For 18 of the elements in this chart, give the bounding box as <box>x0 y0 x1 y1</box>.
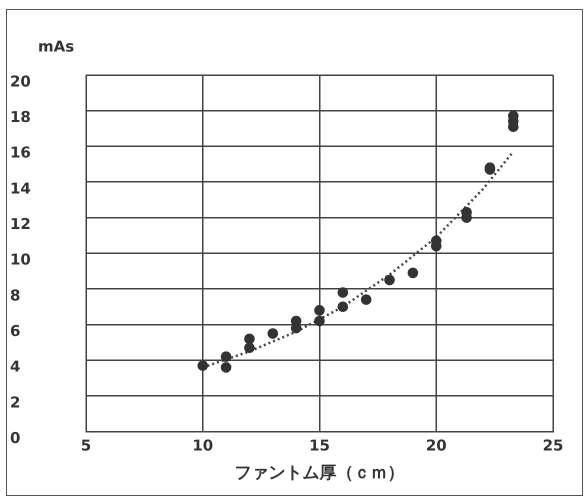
y-tick-label: 16 <box>10 144 31 162</box>
x-tick-label: 10 <box>192 436 214 454</box>
y-tick-label: 12 <box>10 215 31 234</box>
y-tick-label: 20 <box>10 72 31 90</box>
y-tick-label: 2 <box>10 393 20 412</box>
y-tick-label: 10 <box>10 250 31 269</box>
x-tick-label: 20 <box>426 436 447 454</box>
x-tick-label: 25 <box>542 436 564 454</box>
y-tick-label: 18 <box>10 108 31 126</box>
y-axis-title: mAs <box>38 37 74 56</box>
x-axis-title: ファントム厚（ｃｍ） <box>234 463 404 484</box>
y-tick-label: 4 <box>10 358 20 376</box>
y-tick-label: 14 <box>10 179 31 198</box>
y-tick-label: 0 <box>10 428 20 447</box>
x-tick-label: 5 <box>80 436 92 454</box>
y-tick-label: 8 <box>10 286 20 304</box>
x-tick-label: 15 <box>309 436 330 454</box>
y-tick-label: 6 <box>10 322 20 340</box>
